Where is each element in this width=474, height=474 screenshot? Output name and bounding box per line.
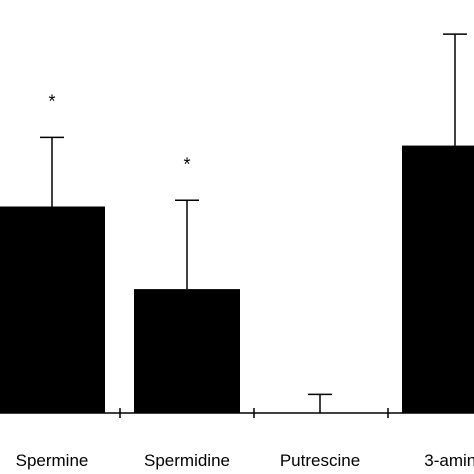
- significance-star-3: *: [451, 0, 458, 8]
- error-bars-group: [40, 33, 467, 413]
- bar-3: [402, 145, 474, 413]
- x-tick-labels-group: Spermine Spermidine Putrescine 3-amino: [16, 451, 474, 470]
- x-tick-label-3: 3-amino: [424, 451, 474, 470]
- x-tick-label-2: Putrescine: [280, 451, 360, 470]
- bar-0: [0, 206, 105, 413]
- bars-group: [0, 145, 474, 413]
- x-ticks-group: [119, 408, 389, 418]
- significance-markers-group: * * *: [48, 0, 458, 174]
- bar-1: [134, 289, 240, 413]
- significance-star-0: *: [48, 91, 55, 111]
- significance-star-1: *: [183, 154, 190, 174]
- x-tick-label-1: Spermidine: [144, 451, 230, 470]
- x-tick-label-0: Spermine: [16, 451, 89, 470]
